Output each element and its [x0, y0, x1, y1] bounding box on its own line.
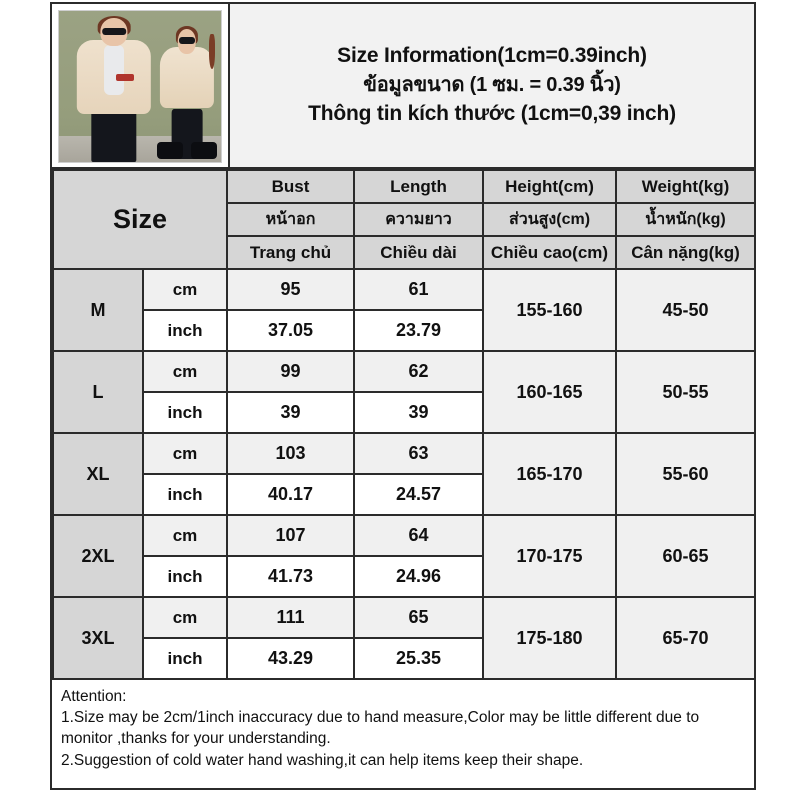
bust-inch-m: 37.05 [226, 309, 355, 352]
length-inch-3xl: 25.35 [353, 637, 484, 680]
length-cm-xl: 63 [353, 432, 484, 475]
title-vietnamese: Thông tin kích thước (1cm=0,39 inch) [308, 102, 676, 126]
attention-line-2: 2.Suggestion of cold water hand washing,… [61, 751, 584, 769]
weight-m: 45-50 [615, 268, 756, 352]
size-header-cell: Size [52, 169, 228, 270]
length-inch-l: 39 [353, 391, 484, 434]
height-l: 160-165 [482, 350, 617, 434]
col-header-height-vi: Chiều cao(cm) [482, 235, 617, 270]
title-english: Size Information(1cm=0.39inch) [337, 43, 647, 67]
unit-cm: cm [142, 596, 228, 639]
photo-model-front-legs [91, 106, 137, 162]
bust-inch-l: 39 [226, 391, 355, 434]
size-table: Size Bust Length Height(cm) Weight(kg) ห… [52, 169, 756, 680]
weight-l: 50-55 [615, 350, 756, 434]
unit-inch: inch [142, 473, 228, 516]
unit-cm: cm [142, 350, 228, 393]
bust-cm-3xl: 111 [226, 596, 355, 639]
col-header-bust-en: Bust [226, 169, 355, 204]
photo-model-front [69, 15, 160, 162]
unit-inch: inch [142, 555, 228, 598]
bust-inch-3xl: 43.29 [226, 637, 355, 680]
title-block: Size Information(1cm=0.39inch) ข้อมูลขนา… [230, 4, 754, 169]
col-header-weight-vi: Cân nặng(kg) [615, 235, 756, 270]
size-label-m: M [52, 268, 144, 352]
col-header-weight-th: น้ำหนัก(kg) [615, 202, 756, 237]
col-header-length-vi: Chiều dài [353, 235, 484, 270]
product-photo [58, 10, 222, 163]
table-row: inch 39 39 [53, 391, 755, 434]
product-photo-cell [52, 4, 230, 169]
size-label-l: L [52, 350, 144, 434]
unit-inch: inch [142, 637, 228, 680]
length-inch-m: 23.79 [353, 309, 484, 352]
height-xl: 165-170 [482, 432, 617, 516]
photo-model-side-boot-right [190, 141, 217, 159]
length-cm-l: 62 [353, 350, 484, 393]
length-inch-2xl: 24.96 [353, 555, 484, 598]
unit-inch: inch [142, 391, 228, 434]
weight-3xl: 65-70 [615, 596, 756, 680]
unit-cm: cm [142, 514, 228, 557]
table-row: inch 37.05 23.79 [53, 309, 755, 352]
photo-model-front-logo [115, 74, 135, 82]
attention-block: Attention: 1.Size may be 2cm/1inch inacc… [52, 680, 754, 788]
photo-model-front-top [104, 44, 125, 95]
col-header-length-th: ความยาว [353, 202, 484, 237]
unit-cm: cm [142, 268, 228, 311]
header-row-vietnamese: Trang chủ Chiều dài Chiều cao(cm) Cân nặ… [53, 235, 756, 270]
photo-model-front-sunglasses [102, 27, 126, 36]
size-label-xl: XL [52, 432, 144, 516]
col-header-bust-vi: Trang chủ [226, 235, 355, 270]
col-header-bust-th: หน้าอก [226, 202, 355, 237]
length-cm-2xl: 64 [353, 514, 484, 557]
col-header-weight-en: Weight(kg) [615, 169, 756, 204]
header-row-thai: หน้าอก ความยาว ส่วนสูง(cm) น้ำหนัก(kg) [53, 202, 756, 237]
bust-cm-2xl: 107 [226, 514, 355, 557]
table-row: 2XL cm 107 64 170-175 60-65 [52, 514, 756, 598]
length-cm-3xl: 65 [353, 596, 484, 639]
unit-inch: inch [142, 309, 228, 352]
height-m: 155-160 [482, 268, 617, 352]
table-row: XL cm 103 63 165-170 55-60 [52, 432, 756, 516]
size-chart-card: Size Information(1cm=0.39inch) ข้อมูลขนา… [50, 2, 756, 790]
weight-xl: 55-60 [615, 432, 756, 516]
col-header-length-en: Length [353, 169, 484, 204]
length-inch-xl: 24.57 [353, 473, 484, 516]
length-cm-m: 61 [353, 268, 484, 311]
photo-model-side-jacket [159, 47, 215, 109]
bust-inch-2xl: 41.73 [226, 555, 355, 598]
table-row: L cm 99 62 160-165 50-55 [52, 350, 756, 434]
photo-model-side-boot-left [157, 141, 184, 159]
table-row: inch 43.29 25.35 [53, 637, 755, 680]
photo-model-side-ponytail [208, 34, 216, 69]
bust-inch-xl: 40.17 [226, 473, 355, 516]
bust-cm-xl: 103 [226, 432, 355, 475]
title-thai: ข้อมูลขนาด (1 ซม. = 0.39 นิ้ว) [363, 73, 621, 96]
size-label-3xl: 3XL [52, 596, 144, 680]
table-row: M cm 95 61 155-160 45-50 [52, 268, 756, 352]
bust-cm-m: 95 [226, 268, 355, 311]
bust-cm-l: 99 [226, 350, 355, 393]
height-2xl: 170-175 [482, 514, 617, 598]
photo-model-side [156, 26, 218, 159]
top-band: Size Information(1cm=0.39inch) ข้อมูลขนา… [52, 4, 754, 169]
table-row: 3XL cm 111 65 175-180 65-70 [52, 596, 756, 680]
weight-2xl: 60-65 [615, 514, 756, 598]
attention-line-1: 1.Size may be 2cm/1inch inaccuracy due t… [61, 709, 700, 748]
unit-cm: cm [142, 432, 228, 475]
col-header-height-en: Height(cm) [482, 169, 617, 204]
header-row-english: Size Bust Length Height(cm) Weight(kg) [52, 169, 756, 270]
size-label-2xl: 2XL [52, 514, 144, 598]
photo-model-side-sunglasses [178, 37, 195, 45]
table-row: inch 41.73 24.96 [53, 555, 755, 598]
size-table-body: Size Bust Length Height(cm) Weight(kg) ห… [52, 169, 756, 680]
height-3xl: 175-180 [482, 596, 617, 680]
attention-heading: Attention: [61, 688, 127, 705]
col-header-height-th: ส่วนสูง(cm) [482, 202, 617, 237]
table-row: inch 40.17 24.57 [53, 473, 755, 516]
